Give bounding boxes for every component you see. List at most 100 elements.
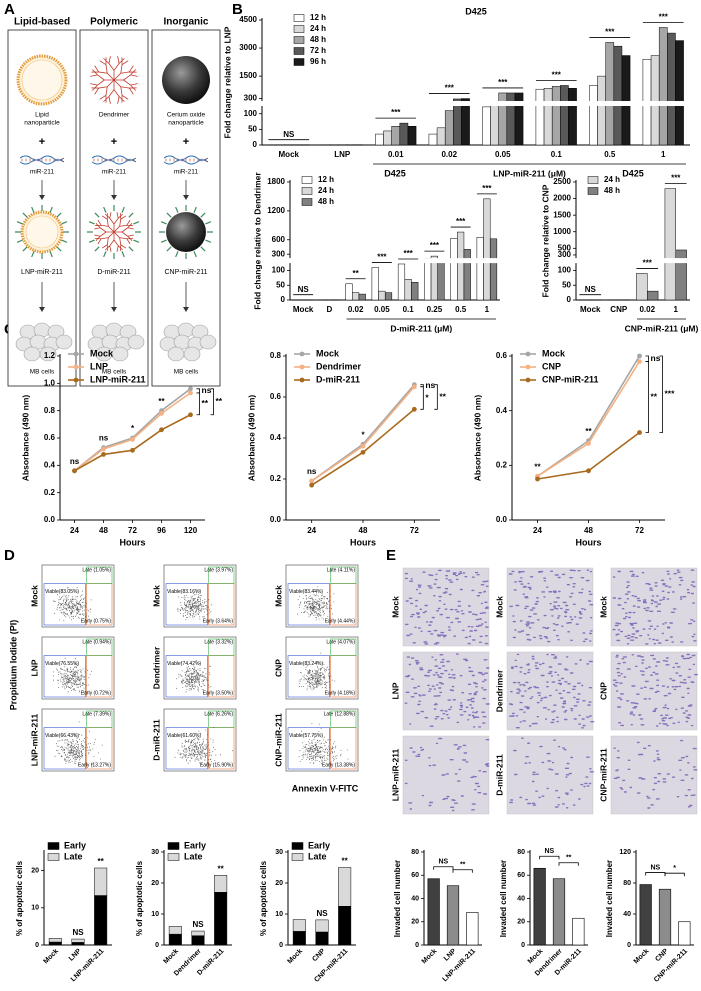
x-tick-label: LNP (68, 948, 83, 963)
marker (637, 353, 642, 359)
x-group-label: CNP-miR-211 (μM) (625, 323, 699, 333)
y-tick-label: 0 (35, 942, 39, 949)
bar (411, 282, 419, 301)
gate-viable-label: Viable(66.43%) (45, 733, 79, 739)
y-tick-label: 60 (411, 872, 419, 879)
axis-break (571, 258, 690, 264)
x-tick-label: 0.1 (403, 305, 415, 314)
lipid-core (25, 215, 59, 249)
y-tick-label: 1.2 (44, 351, 56, 360)
legend-swatch (167, 842, 180, 850)
x-tick-label: CNP (610, 305, 628, 314)
x-tick-label: Mock (527, 948, 545, 966)
x-tick-label: 0.05 (374, 305, 390, 314)
significance: NS (438, 859, 448, 866)
legend-marker (299, 351, 305, 357)
bar-segment (48, 941, 62, 946)
legend-swatch (47, 853, 60, 861)
legend-swatch (291, 853, 304, 861)
complex-label: CNP-miR-211 (164, 269, 207, 276)
bar-segment (338, 867, 352, 907)
bar (306, 299, 314, 301)
legend-marker (525, 351, 531, 357)
x-tick-label: 0.02 (348, 305, 364, 314)
carrier-label: Lipid (35, 112, 49, 119)
end-bracket (210, 388, 214, 416)
marker (411, 384, 417, 390)
x-tick-label: 1 (485, 305, 490, 314)
flow-plot (163, 636, 237, 700)
x-tick-label: LNP (334, 150, 351, 159)
gate-viable (43, 727, 86, 770)
x-tick-label: 120 (184, 526, 198, 535)
legend-label: LNP-miR-211 (90, 374, 146, 384)
x-tick-label: 1 (674, 305, 679, 314)
x-tick-label: 72 (635, 526, 644, 535)
bar (276, 144, 285, 146)
carrier-label: Cerium oxide (167, 112, 206, 119)
bar (399, 122, 409, 146)
cell (23, 346, 41, 362)
legend-label: Mock (90, 348, 114, 358)
micrograph (402, 735, 490, 815)
y-axis-label: Fold change relative to LNP (222, 26, 232, 138)
marker (72, 468, 77, 474)
bar (457, 231, 465, 301)
flow-plot (41, 564, 115, 628)
gate-early-label: Early (4.18%) (325, 690, 356, 696)
x-group-label: D-miR-211 (μM) (390, 323, 452, 333)
x-tick-label: D (326, 305, 332, 314)
row-label: CNP-miR-211 (598, 748, 608, 802)
bar (568, 88, 577, 146)
bar (621, 55, 631, 146)
y-axis-label: % of apoptotic cells (15, 860, 24, 936)
legend-label: Mock (316, 348, 340, 358)
bar-segment (94, 867, 108, 896)
gate-late (86, 710, 113, 728)
y-axis-label: Invaded cell number (393, 860, 402, 937)
gate-late-label: Late (3.97%) (204, 567, 233, 573)
bar-segment (94, 895, 108, 946)
row-label: Mock (151, 585, 161, 607)
bar-segment (71, 938, 85, 943)
complex-label: LNP-miR-211 (21, 269, 63, 276)
bar (597, 75, 606, 146)
x-tick-label: CNP (654, 948, 670, 964)
gate-late-label: Late (0.94%) (82, 639, 111, 645)
y-tick-label: 0.8 (44, 406, 56, 415)
marker (586, 468, 591, 474)
legend-label: 48 h (318, 197, 334, 206)
bar (329, 144, 339, 146)
legend-marker (299, 377, 305, 383)
bar (428, 133, 438, 146)
mirna-label: miR-211 (174, 169, 198, 176)
significance: *** (605, 28, 615, 37)
bar (489, 238, 498, 301)
y-tick-label: 0 (155, 942, 159, 949)
significance: *** (430, 241, 440, 250)
bar-segment (338, 906, 352, 946)
y-tick-label: 100 (272, 266, 286, 275)
marker (188, 386, 193, 392)
bar (658, 888, 672, 946)
y-tick-label: 50 (562, 280, 571, 289)
gate-viable (165, 727, 208, 770)
bar (321, 144, 331, 146)
significance-bracket (452, 869, 473, 873)
significance: *** (377, 253, 387, 262)
significance: *** (445, 84, 455, 93)
y-tick-label: 300 (272, 249, 286, 258)
panel-label: E (386, 547, 396, 564)
marker (309, 478, 315, 484)
bar (605, 42, 615, 146)
cell (127, 334, 145, 350)
y-tick-label: 0.4 (44, 460, 56, 469)
x-tick-label: 0.02 (441, 150, 457, 159)
legend-swatch (293, 47, 305, 55)
panel-label: B (232, 1, 243, 18)
y-tick-label: 20 (411, 919, 419, 926)
end-bracket (196, 388, 200, 394)
end-bracket (645, 361, 649, 433)
gate-viable (43, 583, 86, 626)
bar (650, 55, 660, 146)
